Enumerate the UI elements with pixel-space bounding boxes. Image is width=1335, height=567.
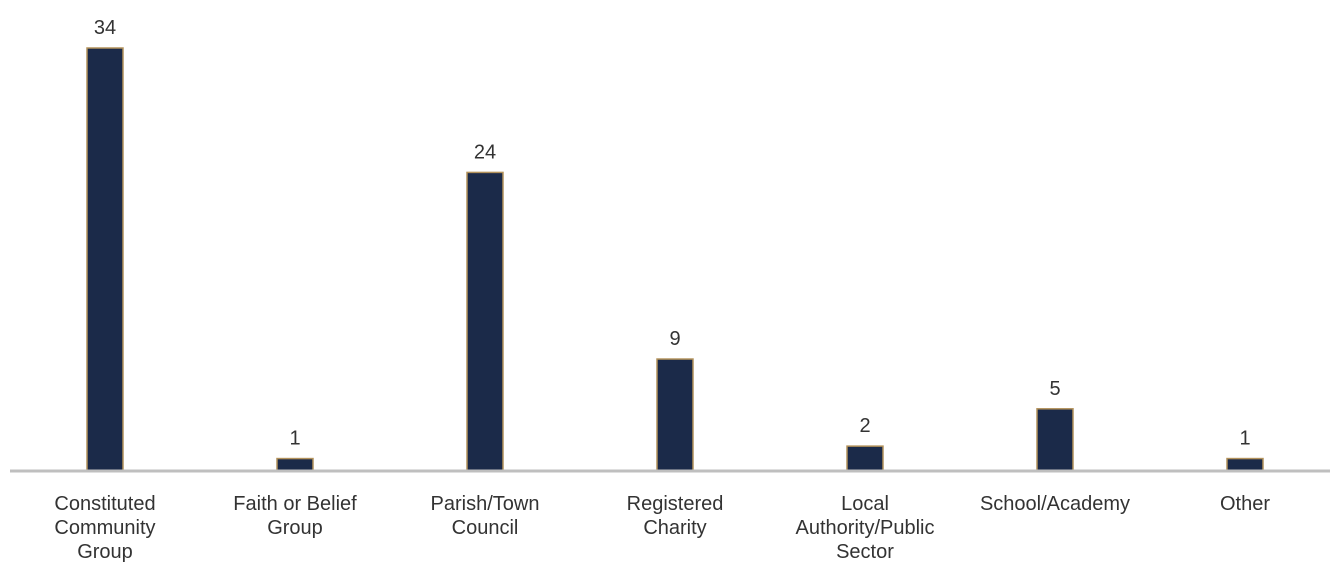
- category-label-line: Faith or Belief: [233, 493, 357, 515]
- data-label-1: 34: [94, 17, 116, 39]
- bar-2: [276, 457, 314, 472]
- value-labels-layer: 34 1 24 9 2 5 1: [94, 17, 1251, 450]
- category-label-line: Council: [452, 517, 519, 539]
- category-label-line: Registered: [627, 493, 724, 515]
- category-label-line: Group: [77, 541, 133, 563]
- category-label-line: Local: [841, 493, 889, 515]
- category-label-line: School/Academy: [980, 493, 1130, 515]
- category-label-line: Charity: [643, 517, 706, 539]
- category-label-3: Parish/Town Council: [431, 493, 540, 539]
- category-label-line: Constituted: [54, 493, 155, 515]
- data-label-3: 24: [474, 141, 496, 163]
- data-label-5: 2: [859, 415, 870, 437]
- bar-1: [86, 47, 124, 472]
- bar-5: [846, 445, 884, 472]
- category-label-line: Parish/Town: [431, 493, 540, 515]
- category-label-4: Registered Charity: [627, 493, 724, 539]
- category-label-1: Constituted Community Group: [54, 493, 155, 563]
- category-label-line: Group: [267, 517, 323, 539]
- category-label-line: Other: [1220, 493, 1270, 515]
- bar-3: [466, 171, 504, 472]
- data-label-6: 5: [1049, 378, 1060, 400]
- category-label-line: Authority/Public: [796, 517, 935, 539]
- data-label-7: 1: [1239, 428, 1250, 450]
- category-label-line: Sector: [836, 541, 894, 563]
- data-label-4: 9: [669, 328, 680, 350]
- data-label-2: 1: [289, 428, 300, 450]
- bar-7: [1226, 457, 1264, 472]
- category-label-7: Other: [1220, 493, 1270, 515]
- category-label-6: School/Academy: [980, 493, 1130, 515]
- bar-6: [1036, 408, 1074, 472]
- bars-layer: [86, 47, 1264, 472]
- category-label-line: Community: [54, 517, 155, 539]
- category-label-5: Local Authority/Public Sector: [796, 493, 935, 563]
- category-label-2: Faith or Belief Group: [233, 493, 357, 539]
- bar-4: [656, 358, 694, 472]
